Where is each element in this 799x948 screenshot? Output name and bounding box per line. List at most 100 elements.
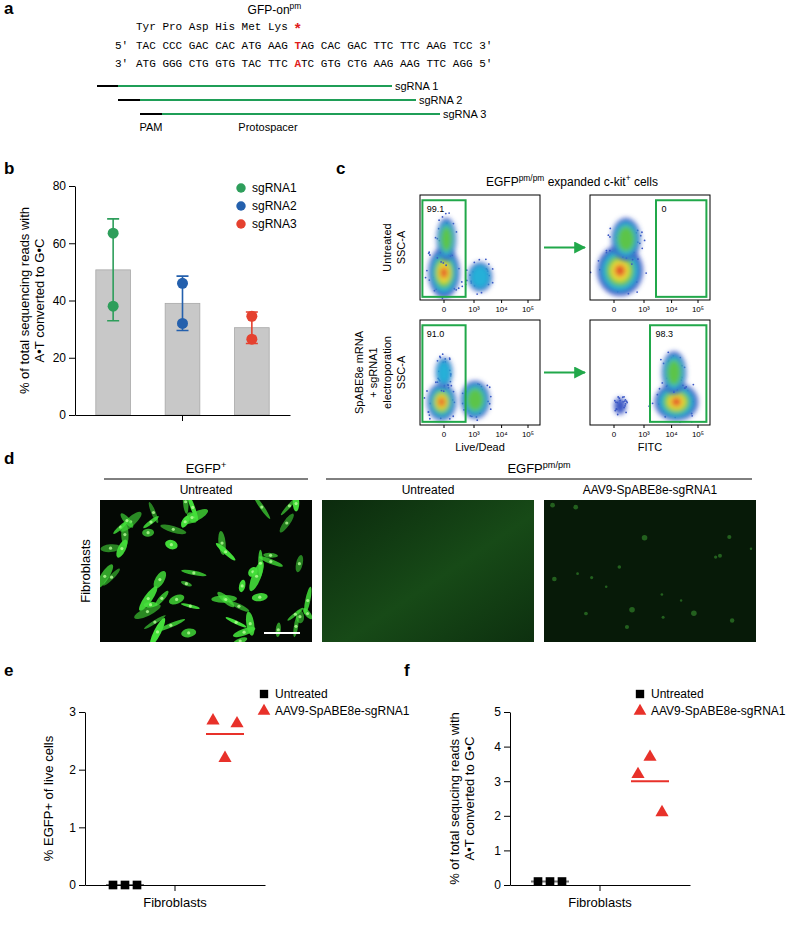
cell	[251, 592, 268, 602]
event-dot	[429, 254, 431, 256]
micrograph	[100, 500, 312, 642]
cell-nucleus	[298, 562, 301, 565]
cell-nucleus	[110, 576, 113, 579]
protospacer-line	[118, 85, 392, 87]
tick: 60	[53, 237, 75, 251]
density-blob	[436, 358, 453, 387]
event-dot	[448, 212, 450, 214]
gate-value: 99.1	[427, 204, 445, 214]
tick-label: 1	[69, 821, 76, 835]
tick-label: 10⁴	[495, 305, 508, 314]
density-level	[464, 384, 487, 415]
density-level	[614, 222, 637, 256]
cell-nucleus	[158, 578, 161, 581]
density-blob	[468, 262, 492, 291]
tick-label: 10³	[638, 430, 650, 439]
sequence: TC GTG CTG AAG AAG TTC AGG	[301, 58, 473, 70]
cell-nucleus	[184, 500, 187, 503]
sequence: ATG GGG CTG GTG TAC TTC	[136, 58, 288, 70]
tick-mark	[79, 885, 85, 886]
cell-nucleus	[277, 628, 280, 631]
event-dot	[609, 236, 611, 238]
tick-label: 0	[442, 305, 447, 314]
tick-mark	[69, 186, 75, 187]
condition-label: Untreated	[180, 483, 233, 497]
tick: 2	[69, 763, 85, 777]
tick-mark	[528, 425, 529, 428]
group-header-superscript: +	[221, 460, 226, 470]
event-dot	[685, 386, 687, 388]
tick-mark	[79, 827, 85, 828]
tick-mark	[504, 747, 510, 748]
event-dot	[607, 234, 609, 236]
plot-frame	[590, 320, 710, 425]
event-dot	[486, 385, 488, 387]
panel-letter: a	[4, 0, 14, 18]
tick-mark	[504, 781, 510, 782]
density-cloud	[425, 212, 494, 300]
y-axis-title: SSC-A	[395, 230, 407, 264]
event-dot	[637, 258, 639, 260]
panel-title-superscript: pm/pm	[519, 173, 545, 183]
group-header-part: EGFP	[507, 461, 542, 476]
density-level	[667, 359, 682, 385]
cell	[164, 538, 179, 551]
tick-label: 10³	[468, 430, 480, 439]
tick-label: 10⁵	[522, 430, 534, 439]
density-blob	[612, 218, 641, 260]
cell-nucleus	[156, 630, 159, 633]
gate	[650, 325, 706, 422]
mean-line	[206, 733, 244, 735]
row-label: Untreated	[381, 223, 393, 271]
event-dot	[476, 293, 478, 295]
density-blob	[662, 352, 686, 394]
tick-mark	[69, 358, 75, 359]
cell	[215, 590, 236, 610]
image-background	[100, 500, 312, 642]
density-cloud	[424, 353, 492, 421]
cell	[584, 612, 588, 616]
cell-nucleus	[152, 511, 155, 514]
cell	[294, 554, 304, 573]
cell	[182, 500, 189, 514]
row-label: electroporation	[381, 336, 393, 409]
tick-mark	[79, 770, 85, 771]
density-level	[440, 267, 447, 279]
strand-end: 3'	[115, 58, 128, 70]
event-dot	[426, 390, 428, 392]
density-level	[438, 397, 445, 406]
tick-mark	[698, 300, 699, 303]
tick-mark	[79, 712, 85, 713]
event-dot	[435, 381, 437, 383]
axis-line	[85, 713, 86, 886]
cell	[573, 505, 578, 510]
cell	[727, 535, 731, 539]
data-point	[230, 716, 243, 727]
cell	[258, 550, 263, 577]
legend-label: AAV9-SpABE8e-sgRNA1	[275, 704, 410, 718]
cell	[102, 567, 122, 587]
tick-label: 10⁵	[522, 305, 534, 314]
y-axis-title-line: % EGFP+ of live cells	[41, 735, 56, 861]
event-dot	[438, 219, 440, 221]
arrow	[544, 372, 585, 374]
cell	[590, 576, 593, 579]
cell	[147, 616, 167, 642]
y-axis-title: SSC-A	[395, 355, 407, 389]
panel-letter: d	[4, 449, 14, 468]
cell	[151, 569, 169, 590]
event-dot	[426, 270, 428, 272]
y-axis-title: % of total sequcing reads withA•T conver…	[447, 712, 478, 885]
tick: 5	[494, 705, 510, 719]
pam-label: PAM	[139, 121, 162, 133]
density-blob	[437, 218, 456, 260]
cell	[181, 568, 207, 577]
tick-label: 10⁴	[495, 430, 508, 439]
tick-label: 2	[69, 763, 76, 777]
legend-label: sgRNA2	[252, 199, 297, 213]
sequence-title-part: GFP-on	[248, 3, 290, 17]
cell-nucleus	[298, 615, 301, 618]
cell	[280, 500, 300, 516]
tick-label: 10⁴	[665, 305, 678, 314]
sequence-title: GFP-onpm	[248, 1, 302, 17]
